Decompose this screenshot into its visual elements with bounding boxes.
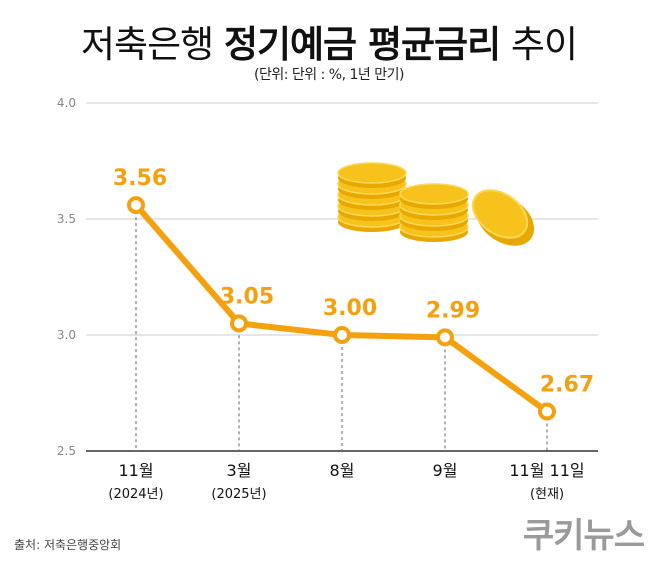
coin xyxy=(399,183,469,205)
data-label: 2.67 xyxy=(540,373,594,398)
data-point xyxy=(127,196,145,215)
title-bold: 정기예금 평균금리 xyxy=(223,23,501,66)
x-tick-sublabel: (2024년) xyxy=(108,487,163,502)
y-tick-label: 3.5 xyxy=(57,212,76,226)
coin xyxy=(471,189,529,239)
grid: 2.5 3.0 3.5 4.0 xyxy=(57,96,598,458)
series: 3.56 11월 (2024년) 3.05 3월 (2025년) 3.00 8월 2.99 9월 2… xyxy=(108,166,594,502)
data-label: 2.99 xyxy=(426,298,480,323)
x-tick-label: 8월 xyxy=(330,461,355,480)
x-tick-label: 11월 xyxy=(118,461,153,480)
chart-title: 저축은행 정기예금 평균금리 추이 xyxy=(0,14,658,68)
data-point xyxy=(333,326,351,344)
x-tick-sublabel: (현재) xyxy=(530,487,564,502)
data-point xyxy=(230,314,248,333)
gold-coins-icon xyxy=(337,162,535,246)
title-part: 저축은행 xyxy=(81,23,214,66)
x-tick-sublabel: (2025년) xyxy=(211,487,266,502)
chart-subtitle: (단위: 단위 : %, 1년 만기) xyxy=(254,67,404,83)
data-point xyxy=(436,328,454,347)
data-point xyxy=(538,402,556,421)
x-tick-label: 3월 xyxy=(227,461,252,480)
y-tick-label: 3.0 xyxy=(57,328,76,342)
title-part: 추이 xyxy=(510,23,578,66)
source-note: 출처: 저축은행중앙회 xyxy=(14,538,122,552)
y-tick-label: 4.0 xyxy=(57,96,76,110)
data-label: 3.56 xyxy=(113,166,167,191)
logo: 쿠키뉴스 xyxy=(522,516,645,556)
coin xyxy=(337,162,407,184)
x-tick-label: 11월 11일 xyxy=(509,461,584,480)
x-tick-label: 9월 xyxy=(433,461,458,480)
data-label: 3.05 xyxy=(220,284,274,309)
y-tick-label: 2.5 xyxy=(57,444,76,458)
data-label: 3.00 xyxy=(323,296,377,321)
